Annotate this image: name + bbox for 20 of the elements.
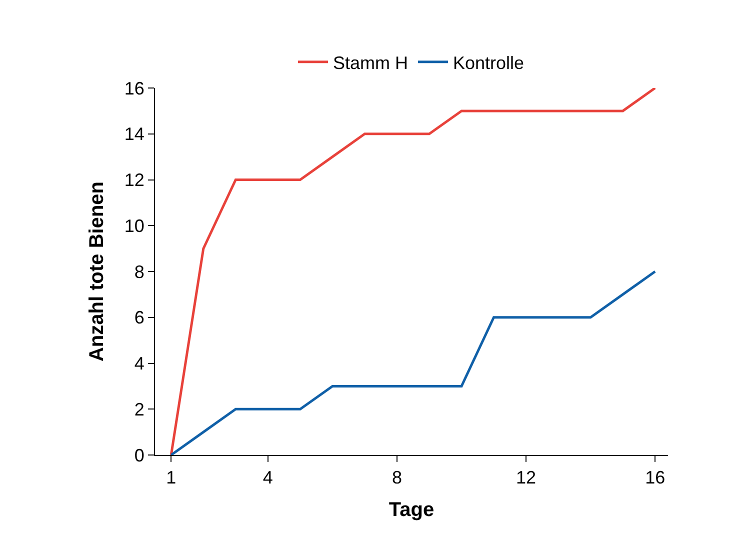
- y-tick-label: 6: [134, 308, 144, 328]
- x-tick-label: 12: [516, 468, 536, 488]
- x-tick-label: 4: [262, 468, 273, 488]
- y-tick-label: 16: [124, 78, 144, 98]
- y-tick-label: 10: [124, 216, 144, 236]
- y-axis-title: Anzahl tote Bienen: [86, 181, 108, 362]
- y-tick-label: 0: [134, 445, 144, 466]
- y-tick-label: 2: [134, 399, 144, 420]
- y-tick-label: 14: [124, 124, 144, 144]
- y-tick-label: 4: [134, 354, 144, 374]
- x-tick-label: 16: [645, 468, 666, 488]
- x-tick-label: 8: [392, 468, 402, 488]
- legend-label: Stamm H: [333, 52, 408, 73]
- y-tick-label: 8: [134, 262, 144, 282]
- x-tick-label: 1: [166, 468, 176, 488]
- legend-label: Kontrolle: [453, 52, 524, 73]
- line-series: [170, 270, 656, 455]
- x-axis-title: Tage: [388, 499, 434, 522]
- line-series: [170, 88, 656, 455]
- y-tick-label: 12: [124, 170, 144, 190]
